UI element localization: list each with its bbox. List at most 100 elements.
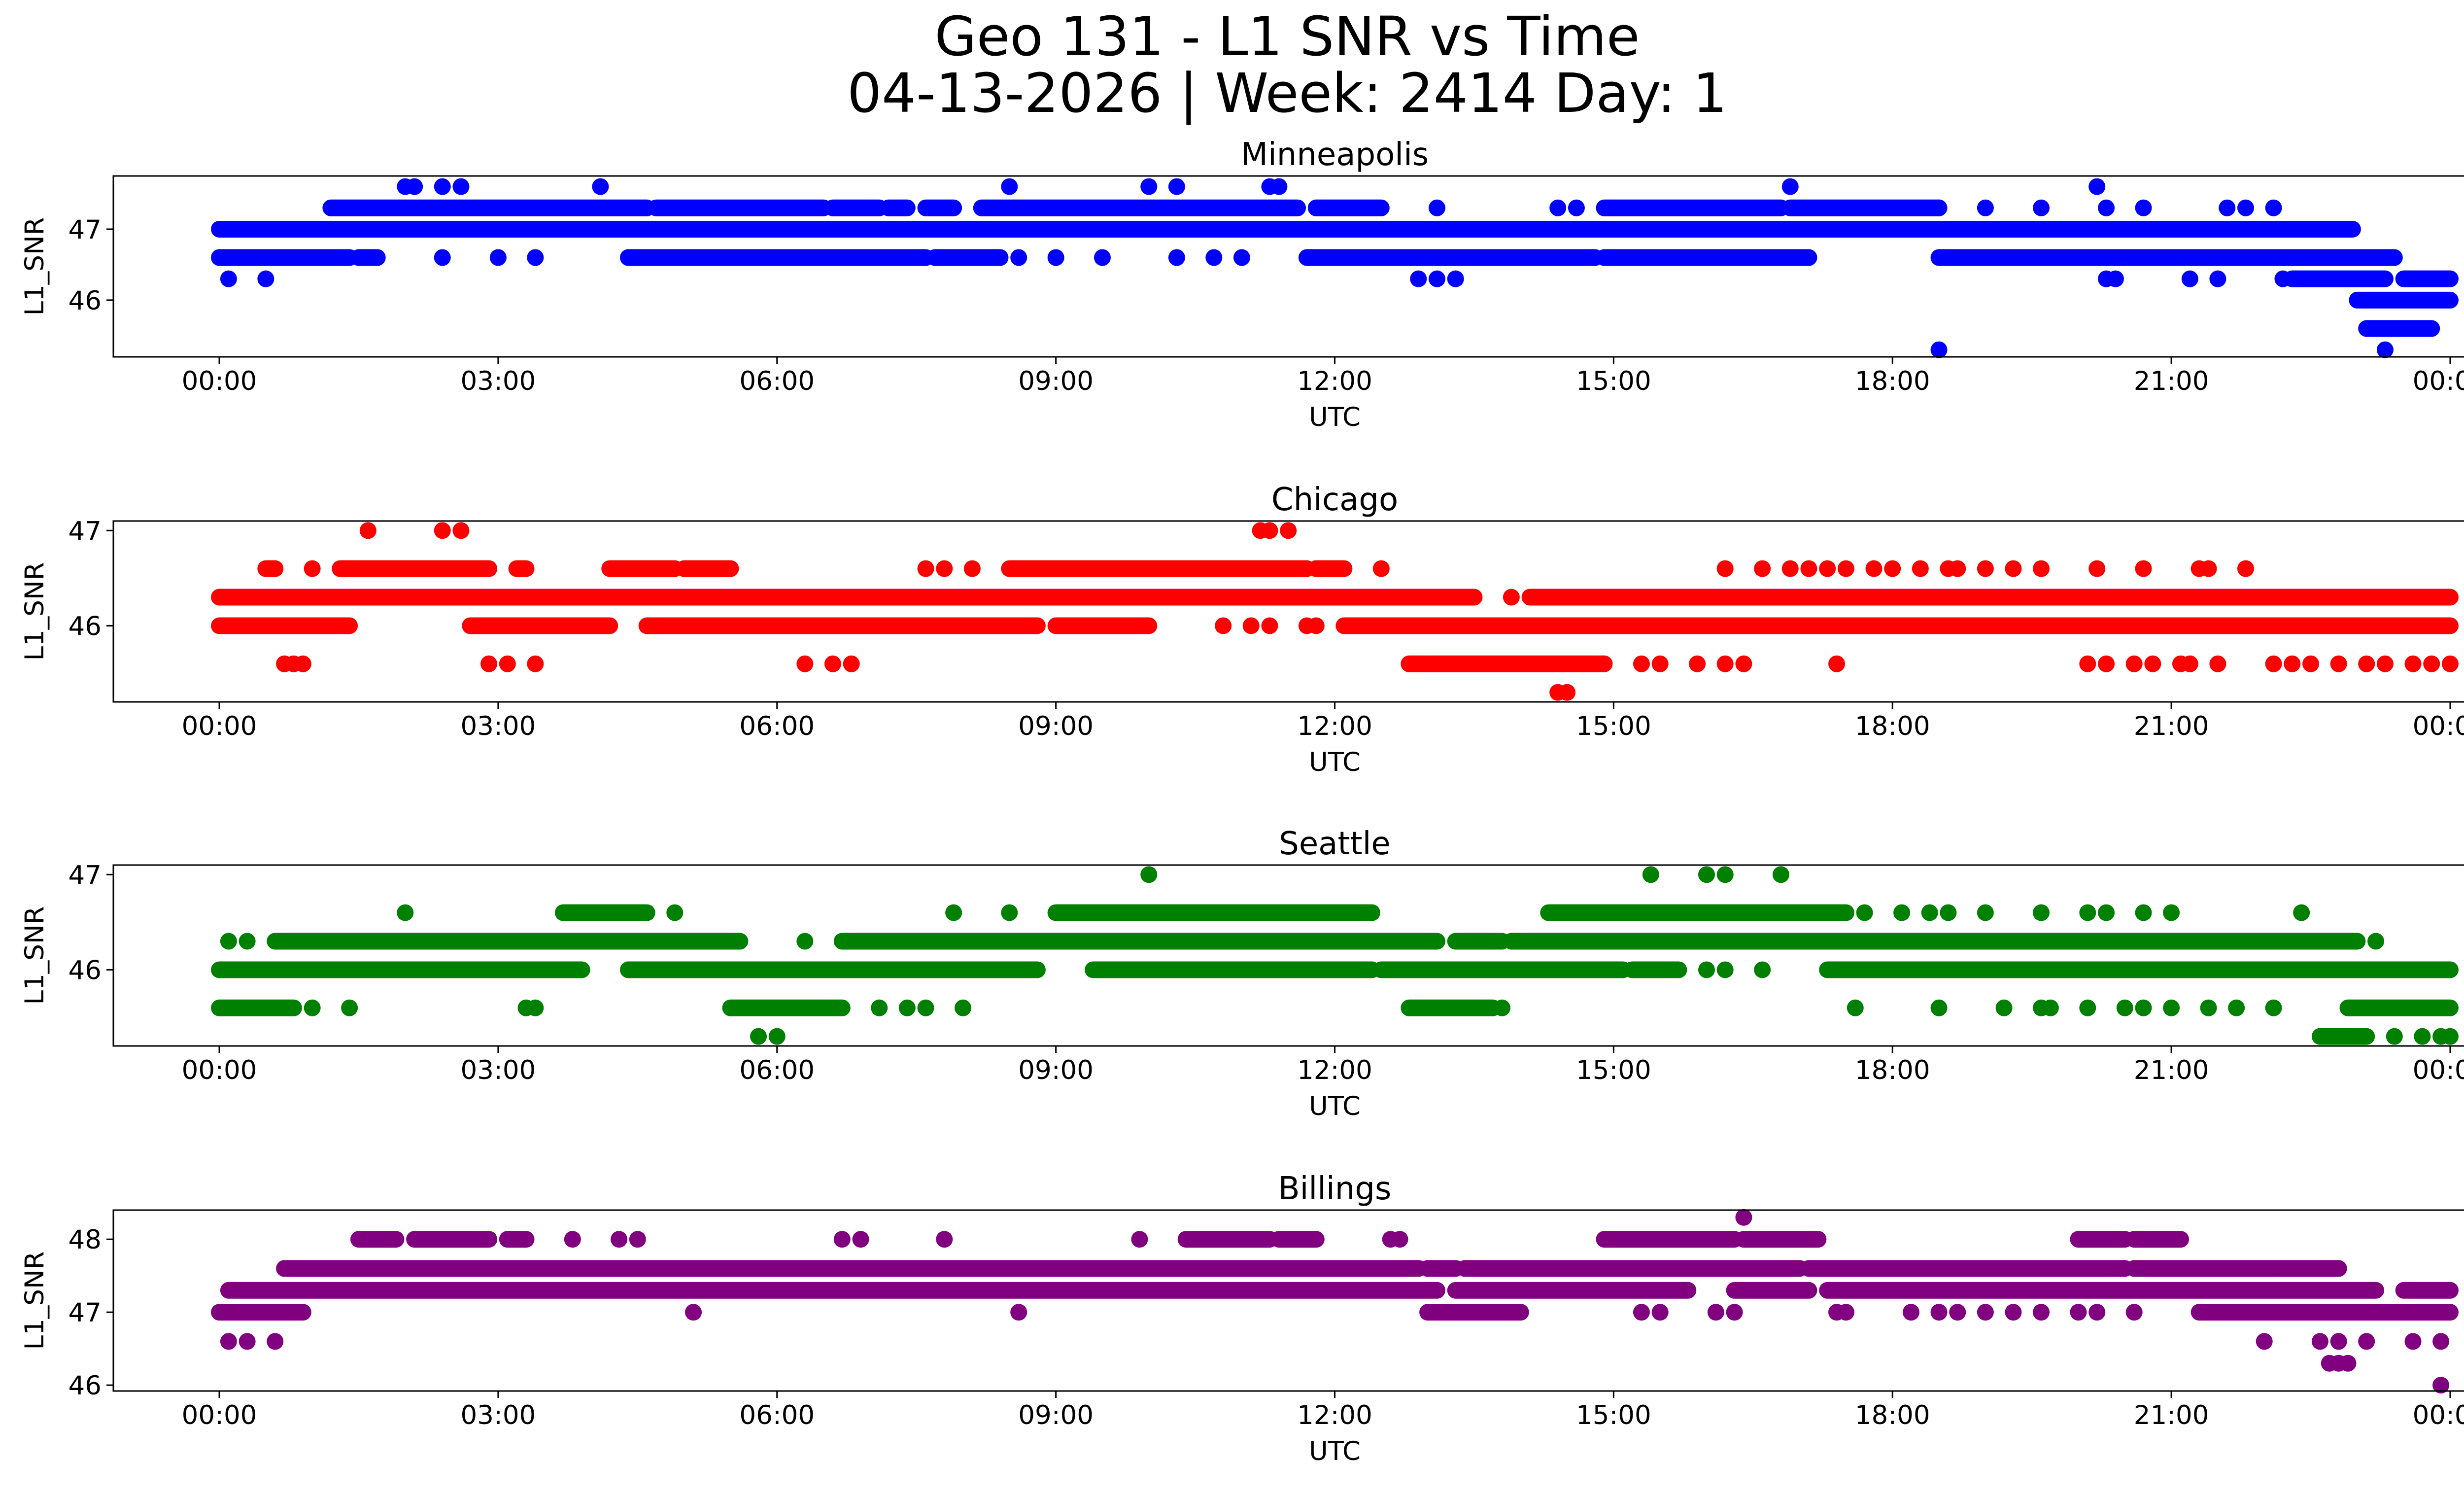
data-point-34 xyxy=(2358,1333,2375,1350)
data-point-9 xyxy=(936,1231,953,1248)
data-point-23 xyxy=(1772,866,1789,883)
x-tick-label: 12:00 xyxy=(1297,1055,1372,1085)
data-point-34 xyxy=(1716,560,1734,577)
panel-title: Chicago xyxy=(1271,482,1398,518)
data-point-20 xyxy=(1642,866,1659,883)
data-point-31 xyxy=(1689,655,1706,672)
panel-chicago: Chicago 00:00 03:00 06:00 09:00 12:00 15:00 18:… xyxy=(20,482,2464,777)
data-point-45 xyxy=(2116,999,2133,1016)
data-point-6 xyxy=(685,1304,702,1321)
data-point-22 xyxy=(1930,1304,1948,1321)
x-axis-label: UTC xyxy=(1309,402,1361,432)
data-point-21 xyxy=(1698,866,1715,883)
data-point-20 xyxy=(1837,1304,1854,1321)
x-tick-label: 03:00 xyxy=(461,1400,536,1430)
x-tick-label: 09:00 xyxy=(1018,1400,1094,1430)
data-point-11 xyxy=(843,655,860,672)
data-point-37 xyxy=(1800,560,1817,577)
y-axis-label: L1_SNR xyxy=(20,906,50,1005)
data-point-28 xyxy=(1791,933,1808,950)
x-axis-label: UTC xyxy=(1309,747,1361,777)
x-tick-label: 15:00 xyxy=(1576,366,1651,396)
x-tick-label: 06:00 xyxy=(739,1400,815,1430)
x-tick-label: 18:00 xyxy=(1855,711,1930,741)
x-tick-label: 09:00 xyxy=(1018,711,1094,741)
data-point-25 xyxy=(1549,199,1567,216)
data-point-1 xyxy=(239,1333,256,1350)
data-point-5 xyxy=(452,522,470,539)
data-point-29 xyxy=(1930,199,1948,216)
data-point-5 xyxy=(452,178,470,195)
data-point-41 xyxy=(1884,560,1901,577)
data-point-27 xyxy=(2070,1304,2087,1321)
data-point-23 xyxy=(1447,270,1464,287)
data-point-52 xyxy=(2237,560,2255,577)
y-tick-label: 46 xyxy=(68,955,102,985)
data-point-13 xyxy=(1094,249,1111,266)
data-point-25 xyxy=(2005,1304,2022,1321)
data-point-28 xyxy=(1559,684,1576,701)
data-point-68 xyxy=(2441,655,2459,672)
figure-title-line2: 04-13-2026 | Week: 2414 Day: 1 xyxy=(847,62,1727,125)
data-point-24 xyxy=(1428,199,1445,216)
data-point-54 xyxy=(2098,655,2115,672)
data-marks xyxy=(211,1209,2459,1394)
data-point-55 xyxy=(2125,655,2143,672)
data-point-8 xyxy=(527,655,544,672)
data-point-58 xyxy=(2181,655,2198,672)
data-point-0 xyxy=(220,1333,237,1350)
figure-title-line1: Geo 131 - L1 SNR vs Time xyxy=(934,5,1640,68)
data-point-40 xyxy=(1865,560,1882,577)
data-point-37 xyxy=(2181,270,2198,287)
data-point-35 xyxy=(1754,560,1771,577)
data-point-34 xyxy=(2033,904,2050,921)
data-point-44 xyxy=(2079,999,2096,1016)
data-point-31 xyxy=(2256,1333,2273,1350)
y-tick-label: 47 xyxy=(68,860,102,890)
x-tick-label: 06:00 xyxy=(739,1055,815,1085)
x-tick-label: 00:00 xyxy=(182,711,257,741)
data-point-36 xyxy=(2107,270,2124,287)
data-point-24 xyxy=(1307,617,1325,634)
data-point-15 xyxy=(1168,178,1185,195)
data-point-1 xyxy=(239,933,256,950)
x-tick-label: 00:00 xyxy=(2413,366,2464,396)
data-point-61 xyxy=(2284,655,2301,672)
data-point-56 xyxy=(2441,1028,2459,1045)
x-tick-label: 12:00 xyxy=(1297,366,1372,396)
data-point-3 xyxy=(406,178,423,195)
data-point-28 xyxy=(2088,1304,2106,1321)
y-axis-label: L1_SNR xyxy=(20,1252,50,1350)
data-point-38 xyxy=(2163,904,2180,921)
data-point-64 xyxy=(2358,655,2375,672)
data-point-29 xyxy=(1856,904,1873,921)
x-tick-label: 00:00 xyxy=(182,366,257,396)
data-point-1 xyxy=(257,270,274,287)
data-point-66 xyxy=(2404,655,2422,672)
data-point-32 xyxy=(2088,178,2106,195)
data-point-33 xyxy=(2098,199,2115,216)
data-point-14 xyxy=(917,999,934,1016)
data-point-14 xyxy=(1735,1209,1752,1226)
x-tick-label: 00:00 xyxy=(2413,1055,2464,1085)
data-point-7 xyxy=(833,1231,851,1248)
y-tick-label: 47 xyxy=(68,215,102,245)
x-tick-label: 00:00 xyxy=(2413,711,2464,741)
data-point-24 xyxy=(1633,961,1650,978)
data-point-45 xyxy=(1977,560,1994,577)
x-tick-label: 12:00 xyxy=(1297,1400,1372,1430)
data-point-12 xyxy=(304,560,321,577)
x-tick-label: 18:00 xyxy=(1855,1400,1930,1430)
x-axis-label: UTC xyxy=(1309,1091,1361,1121)
data-point-18 xyxy=(1726,1304,1743,1321)
data-point-15 xyxy=(955,999,972,1016)
data-point-35 xyxy=(2404,1333,2422,1350)
data-point-33 xyxy=(1977,904,1994,921)
data-point-6 xyxy=(434,249,451,266)
x-tick-label: 09:00 xyxy=(1018,366,1094,396)
data-point-16 xyxy=(1651,1304,1669,1321)
data-point-49 xyxy=(2228,999,2245,1016)
data-point-12 xyxy=(1047,249,1064,266)
data-point-46 xyxy=(2005,560,2022,577)
